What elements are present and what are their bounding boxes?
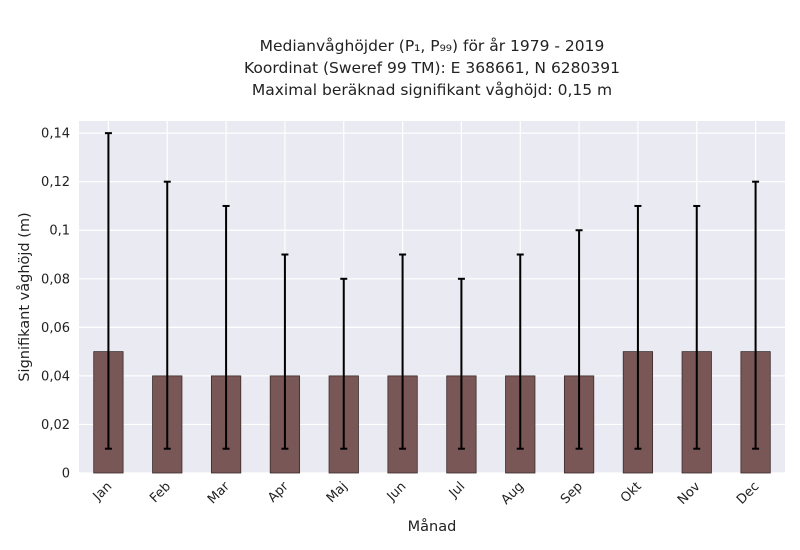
x-tick-label-dec: Dec — [734, 479, 762, 507]
chart-title-line-2: Koordinat (Sweref 99 TM): E 368661, N 62… — [244, 59, 620, 77]
y-tick-label: 0,12 — [41, 175, 70, 190]
y-tick-label: 0 — [62, 467, 70, 482]
error-bar-jun — [399, 253, 407, 450]
chart-title-line-3: Maximal beräknad signifikant våghöjd: 0,… — [252, 81, 612, 99]
y-tick-label: 0,06 — [41, 321, 70, 336]
error-bar-okt — [634, 204, 642, 450]
x-axis-ticks: Jan Feb Mar Apr Maj Jun Jul Aug Sep Okt Nov Dec — [90, 479, 763, 508]
y-tick-label: 0,14 — [41, 127, 70, 142]
error-bar-mar — [222, 204, 230, 450]
error-bar-apr — [281, 253, 289, 450]
y-tick-label: 0,1 — [49, 224, 70, 239]
x-tick-label-jun: Jun — [384, 479, 410, 505]
error-bar-jul — [457, 277, 465, 450]
chart-title: Medianvåghöjder (P₁, P₉₉) för år 1979 - … — [244, 37, 620, 99]
x-tick-label-jul: Jul — [446, 479, 468, 501]
error-bars — [104, 132, 760, 450]
x-tick-label-okt: Okt — [618, 479, 645, 506]
x-tick-label-mar: Mar — [205, 479, 233, 507]
error-bar-dec — [752, 180, 760, 450]
plot-area — [79, 121, 785, 473]
y-axis-ticks: 0 0,02 0,04 0,06 0,08 0,1 0,12 0,14 — [41, 127, 70, 482]
x-tick-label-nov: Nov — [675, 479, 704, 508]
error-bar-sep — [575, 229, 583, 450]
x-tick-label-apr: Apr — [265, 479, 292, 506]
error-bar-nov — [693, 204, 701, 450]
x-tick-label-sep: Sep — [558, 479, 586, 507]
x-tick-label-maj: Maj — [324, 479, 351, 506]
chart-title-line-1: Medianvåghöjder (P₁, P₉₉) för år 1979 - … — [260, 37, 605, 55]
error-bar-aug — [516, 253, 524, 450]
y-axis-label: Signifikant våghöjd (m) — [16, 212, 33, 381]
x-tick-label-jan: Jan — [90, 479, 115, 504]
y-tick-label: 0,02 — [41, 418, 70, 433]
y-tick-label: 0,04 — [41, 369, 70, 384]
error-bar-maj — [340, 277, 348, 450]
y-tick-label: 0,08 — [41, 272, 70, 287]
x-tick-label-aug: Aug — [499, 479, 528, 508]
x-tick-label-feb: Feb — [147, 479, 174, 506]
x-axis-label: Månad — [408, 518, 457, 535]
error-bar-feb — [163, 180, 171, 450]
error-bar-jan — [104, 132, 112, 450]
